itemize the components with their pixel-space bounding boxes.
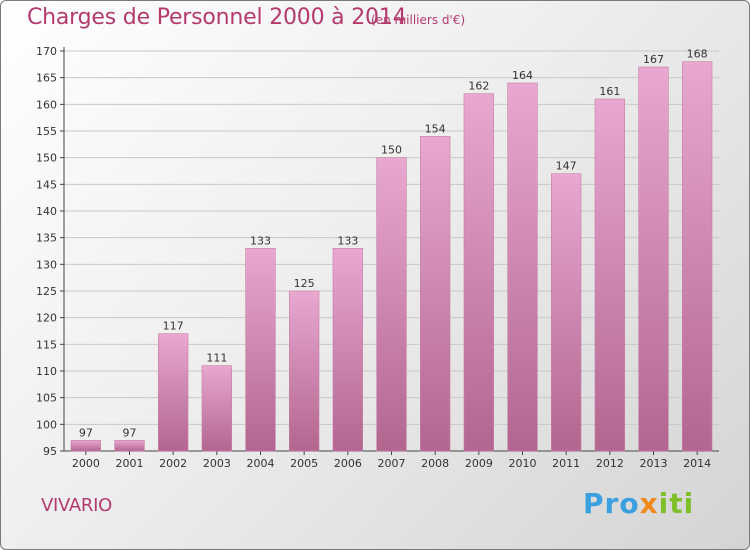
x-tick-label-2009: 2009 bbox=[465, 457, 493, 470]
data-label-2001: 97 bbox=[123, 426, 137, 439]
x-tick-label-2012: 2012 bbox=[596, 457, 624, 470]
bars bbox=[70, 61, 713, 452]
y-tick-label: 105 bbox=[36, 392, 57, 405]
x-tick-label-2003: 2003 bbox=[203, 457, 231, 470]
data-label-2014: 168 bbox=[687, 48, 708, 61]
bar-2002 bbox=[158, 333, 189, 452]
x-tick-label-2001: 2001 bbox=[116, 457, 144, 470]
data-label-2012: 161 bbox=[599, 85, 620, 98]
y-tick-label: 135 bbox=[36, 232, 57, 245]
y-tick-label: 110 bbox=[36, 365, 57, 378]
x-tick-label-2005: 2005 bbox=[290, 457, 318, 470]
y-tick-label: 100 bbox=[36, 418, 57, 431]
bar-2012 bbox=[594, 98, 625, 452]
data-label-2003: 111 bbox=[206, 352, 227, 365]
bar-2003 bbox=[201, 365, 232, 452]
bar-2005 bbox=[289, 290, 320, 452]
y-tick-label: 160 bbox=[36, 98, 57, 111]
x-tick-label-2008: 2008 bbox=[421, 457, 449, 470]
y-tick-label: 95 bbox=[43, 445, 57, 458]
bar-2014 bbox=[682, 61, 713, 452]
bar-2010 bbox=[507, 82, 538, 452]
commune-name: VIVARIO bbox=[41, 495, 112, 516]
bar-2007 bbox=[376, 157, 407, 452]
y-tick-label: 140 bbox=[36, 205, 57, 218]
y-tick-label: 170 bbox=[36, 45, 57, 58]
y-tick-label: 130 bbox=[36, 258, 57, 271]
data-label-2010: 164 bbox=[512, 69, 533, 82]
data-label-2004: 133 bbox=[250, 234, 271, 247]
y-tick-label: 125 bbox=[36, 285, 57, 298]
x-tick-label-2013: 2013 bbox=[640, 457, 668, 470]
x-tick-label-2014: 2014 bbox=[683, 457, 711, 470]
bar-2008 bbox=[420, 136, 451, 452]
y-tick-label: 115 bbox=[36, 338, 57, 351]
bar-2011 bbox=[551, 173, 582, 452]
bar-2001 bbox=[114, 440, 145, 452]
logo-part-pro: Pro bbox=[583, 487, 640, 520]
bar-2009 bbox=[463, 93, 494, 452]
data-label-2007: 150 bbox=[381, 144, 402, 157]
data-label-2005: 125 bbox=[294, 277, 315, 290]
data-label-2002: 117 bbox=[163, 320, 184, 333]
x-tick-label-2004: 2004 bbox=[247, 457, 275, 470]
x-tick-label-2011: 2011 bbox=[552, 457, 580, 470]
y-tick-label: 165 bbox=[36, 72, 57, 85]
data-label-2013: 167 bbox=[643, 53, 664, 66]
chart-subtitle: (en milliers d'€) bbox=[371, 13, 466, 27]
data-label-2011: 147 bbox=[556, 160, 577, 173]
bar-2006 bbox=[332, 248, 363, 452]
y-tick-label: 150 bbox=[36, 152, 57, 165]
logo-part-iti: iti bbox=[658, 487, 695, 520]
data-label-2009: 162 bbox=[468, 80, 489, 93]
chart-title: Charges de Personnel 2000 à 2014 bbox=[27, 5, 407, 30]
data-label-2008: 154 bbox=[425, 122, 446, 135]
bar-2013 bbox=[638, 66, 669, 452]
y-tick-label: 145 bbox=[36, 178, 57, 191]
logo-part-x: x bbox=[639, 487, 659, 520]
y-tick-label: 120 bbox=[36, 312, 57, 325]
data-label-2000: 97 bbox=[79, 426, 93, 439]
y-tick-label: 155 bbox=[36, 125, 57, 138]
proxiti-logo[interactable]: Proxiti bbox=[583, 487, 694, 520]
x-tick-label-2002: 2002 bbox=[159, 457, 187, 470]
x-tick-label-2000: 2000 bbox=[72, 457, 100, 470]
bar-2000 bbox=[70, 440, 101, 452]
bar-2004 bbox=[245, 248, 276, 452]
x-tick-label-2006: 2006 bbox=[334, 457, 362, 470]
x-tick-label-2010: 2010 bbox=[509, 457, 537, 470]
x-tick-label-2007: 2007 bbox=[378, 457, 406, 470]
data-labels: 97 97 117 111 133 125 133 150 154 162 164 147 161 167… bbox=[79, 48, 708, 440]
data-label-2006: 133 bbox=[337, 234, 358, 247]
